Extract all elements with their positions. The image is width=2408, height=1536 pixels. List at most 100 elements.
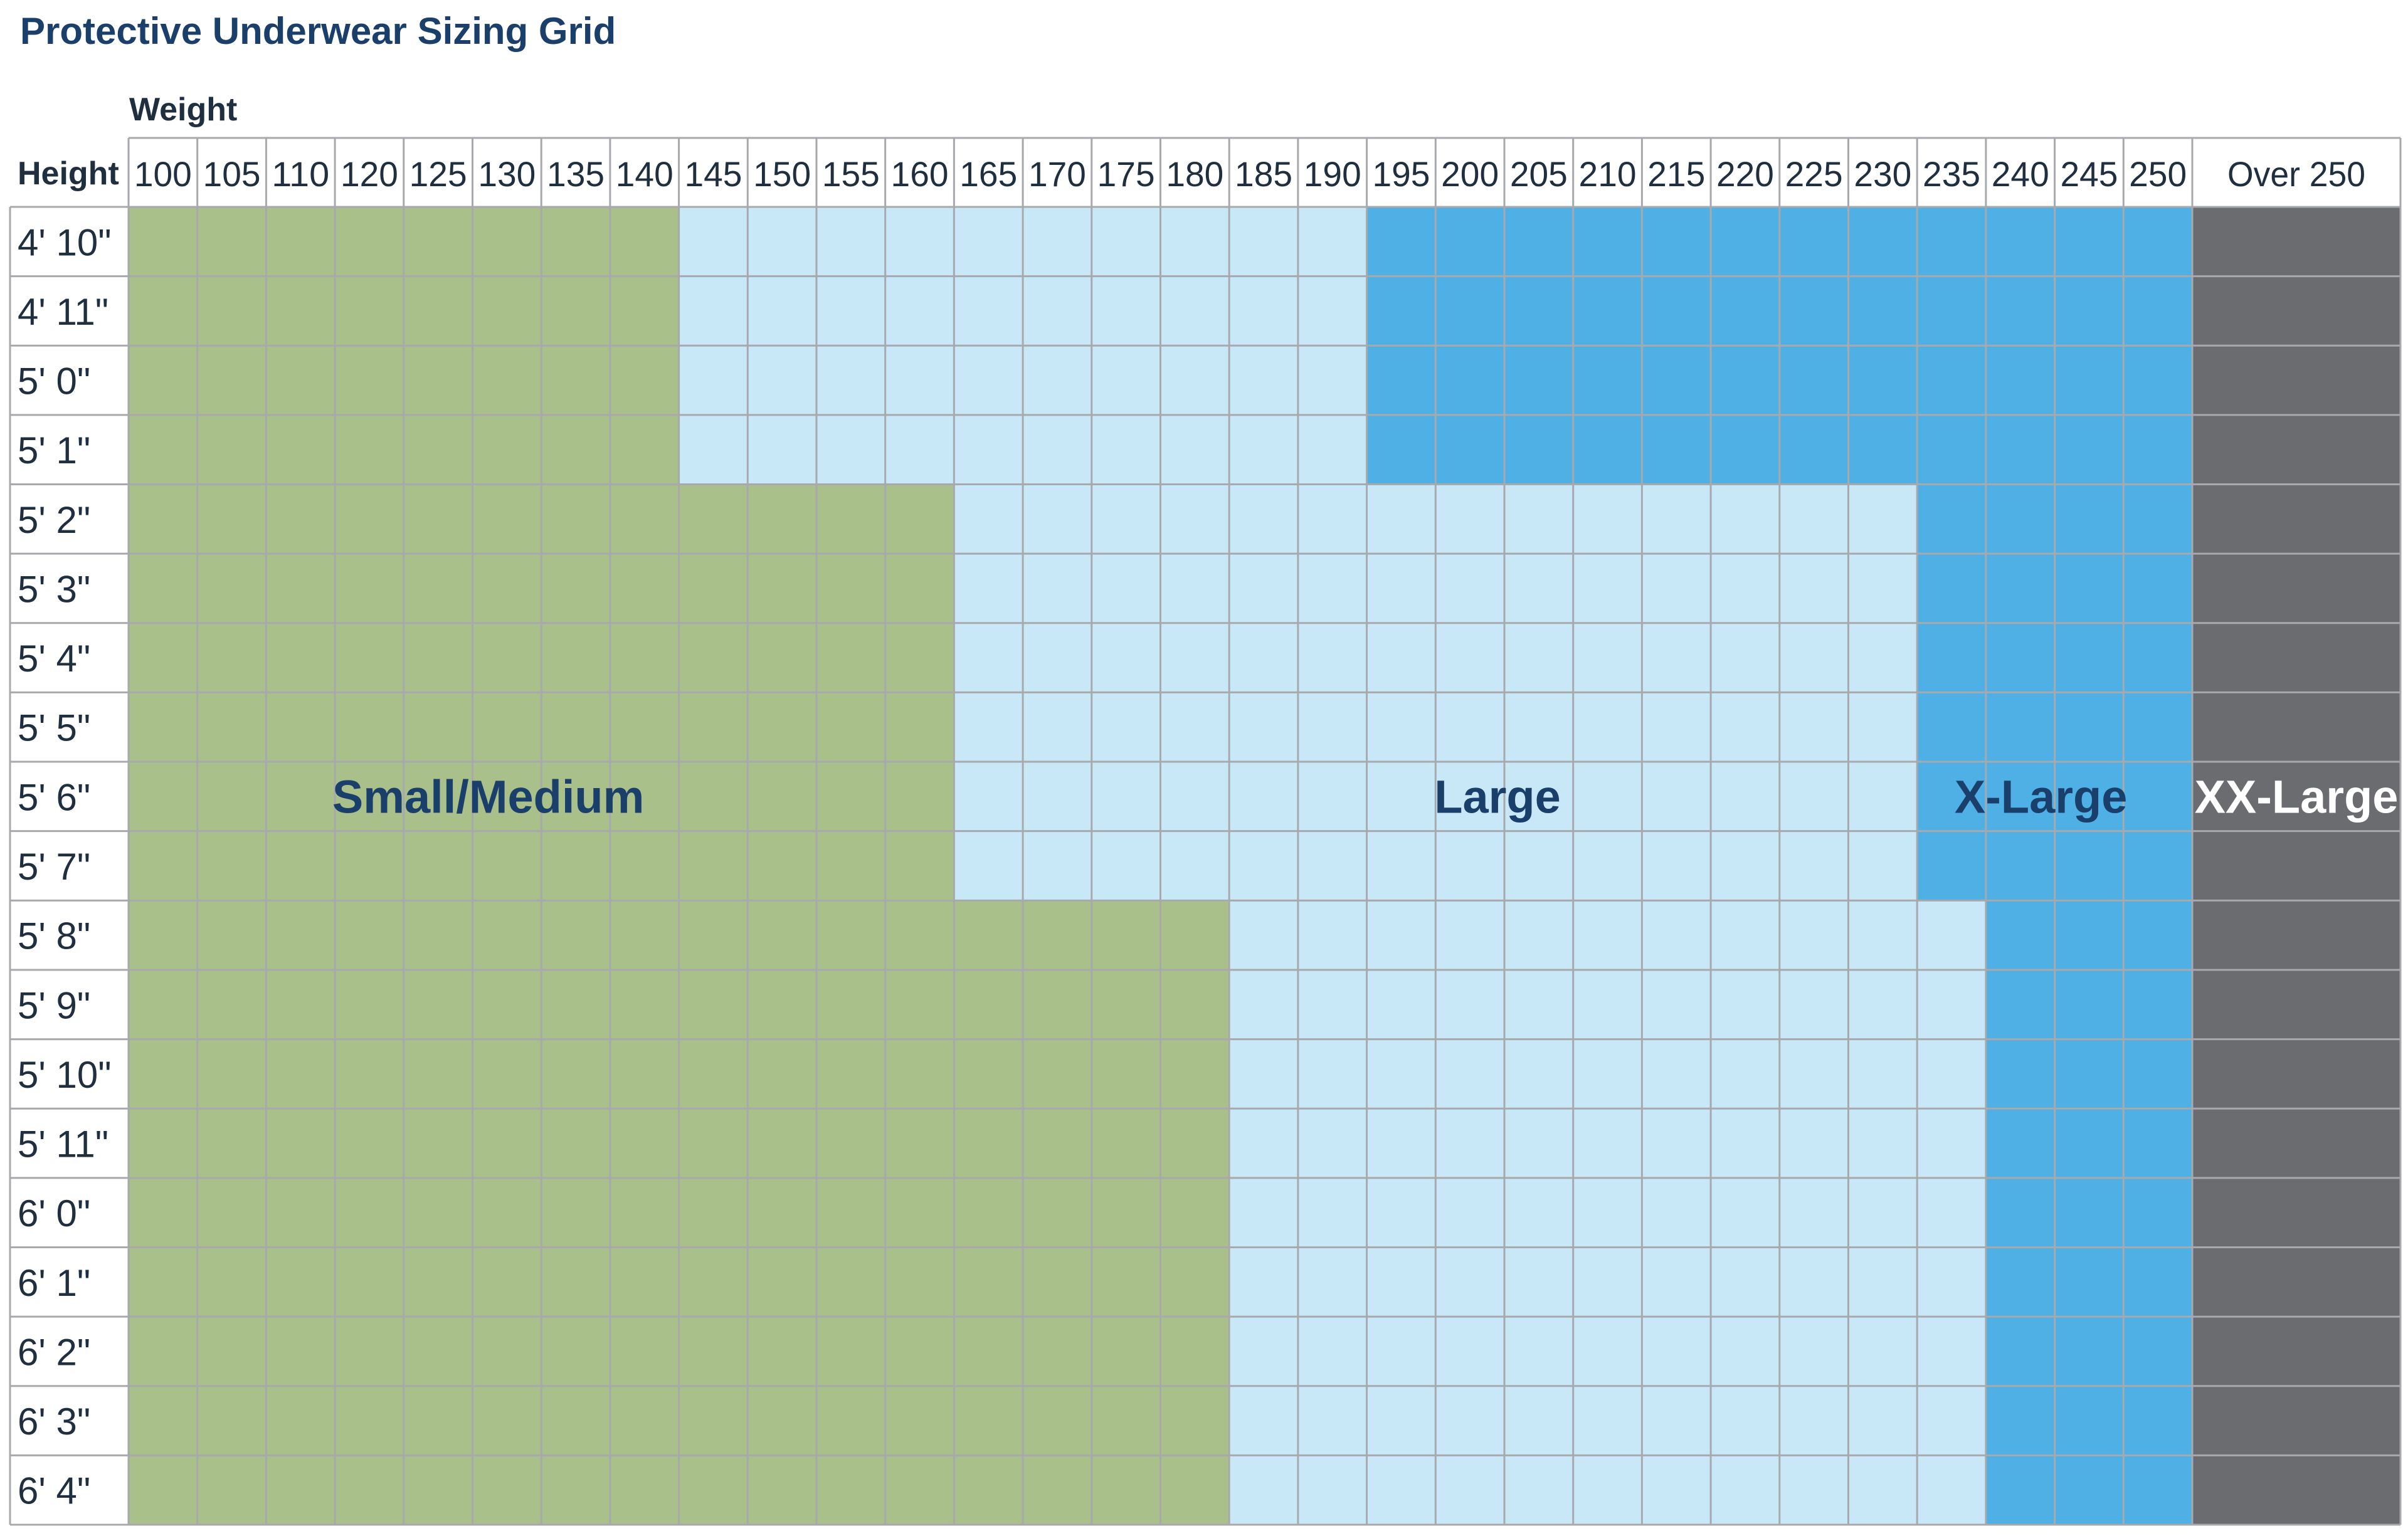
height-axis-label: Height — [18, 155, 119, 192]
height-tick-label: 5' 9" — [18, 984, 90, 1026]
grid-cell — [679, 900, 748, 970]
grid-cell — [1435, 276, 1504, 346]
grid-cell — [610, 692, 679, 762]
size-region-label: Large — [1434, 771, 1561, 823]
grid-cell — [1023, 276, 1092, 346]
weight-tick-label: 170 — [1028, 154, 1086, 194]
grid-cell — [2054, 554, 2124, 623]
grid-cell — [335, 207, 404, 276]
grid-cell — [885, 414, 954, 485]
grid-cell — [403, 1177, 473, 1248]
grid-cell — [610, 1177, 679, 1248]
grid-cell — [1229, 345, 1298, 415]
grid-cell — [1711, 623, 1780, 693]
height-tick-label: 6' 3" — [18, 1401, 90, 1443]
grid-cell — [1160, 484, 1230, 554]
grid-cell — [1917, 1455, 1986, 1525]
grid-cell — [335, 1247, 404, 1317]
grid-cell — [1917, 1177, 1986, 1248]
grid-cell — [472, 969, 542, 1039]
grid-cell — [816, 692, 885, 762]
grid-cell — [335, 1317, 404, 1386]
grid-cell — [1917, 1386, 1986, 1456]
height-tick-label: 6' 4" — [18, 1470, 90, 1512]
grid-cell — [2054, 345, 2124, 415]
grid-cell — [1160, 414, 1230, 485]
grid-cell — [1435, 1386, 1504, 1456]
weight-tick-label: 140 — [616, 154, 673, 194]
grid-cell — [1848, 831, 1918, 901]
grid-cell — [1366, 1247, 1436, 1317]
weight-tick-label: 240 — [1992, 154, 2049, 194]
grid-cell — [1504, 1317, 1573, 1386]
grid-cell — [2123, 414, 2192, 485]
grid-cell — [1091, 554, 1161, 623]
grid-cell — [747, 692, 816, 762]
grid-cell — [1091, 692, 1161, 762]
height-tick-label: 5' 5" — [18, 707, 90, 749]
grid-cell — [1848, 1386, 1918, 1456]
weight-tick-label: 110 — [272, 154, 329, 194]
grid-cell — [2123, 1108, 2192, 1178]
grid-cell — [1229, 969, 1298, 1039]
grid-cell — [1297, 207, 1367, 276]
grid-cell — [1366, 484, 1436, 554]
grid-cell — [2123, 969, 2192, 1039]
grid-cell — [197, 1177, 267, 1248]
grid-cell — [1848, 1108, 1918, 1178]
grid-cell — [1297, 1455, 1367, 1525]
grid-cell — [1779, 1386, 1849, 1456]
weight-tick-label: 245 — [2060, 154, 2118, 194]
grid-cell — [403, 554, 473, 623]
weight-tick-label: 210 — [1579, 154, 1637, 194]
grid-cell — [1366, 692, 1436, 762]
grid-cell — [541, 414, 610, 485]
grid-cell — [747, 484, 816, 554]
grid-cell — [1779, 623, 1849, 693]
grid-cell — [1573, 484, 1642, 554]
grid-cell — [1985, 900, 2055, 970]
height-tick-label: 5' 6" — [18, 776, 90, 818]
grid-cell — [129, 692, 198, 762]
grid-cell — [1435, 1108, 1504, 1178]
grid-cell — [1848, 484, 1918, 554]
grid-cell — [1917, 1247, 1986, 1317]
grid-cell — [1091, 969, 1161, 1039]
grid-cell — [1297, 623, 1367, 693]
grid-cell — [1023, 1455, 1092, 1525]
grid-cell — [1160, 1317, 1230, 1386]
grid-cell — [2192, 484, 2400, 554]
grid-cell — [1573, 969, 1642, 1039]
grid-cell — [472, 1177, 542, 1248]
grid-cell — [197, 762, 267, 831]
grid-cell — [2054, 1317, 2124, 1386]
grid-cell — [2192, 1247, 2400, 1317]
grid-cell — [1711, 969, 1780, 1039]
grid-cell — [472, 554, 542, 623]
grid-cell — [1779, 1108, 1849, 1178]
height-label-column — [10, 207, 129, 1525]
grid-cell — [2054, 207, 2124, 276]
grid-cell — [816, 831, 885, 901]
grid-cell — [610, 1039, 679, 1109]
grid-cell — [266, 692, 335, 762]
grid-cell — [1917, 414, 1986, 485]
grid-cell — [816, 1317, 885, 1386]
grid-cell — [1160, 1108, 1230, 1178]
grid-cell — [129, 1108, 198, 1178]
weight-tick-label: 100 — [134, 154, 192, 194]
grid-cell — [1711, 1177, 1780, 1248]
grid-cell — [1917, 1108, 1986, 1178]
grid-cell — [1711, 276, 1780, 346]
grid-cell — [1573, 1108, 1642, 1178]
grid-cell — [1091, 623, 1161, 693]
grid-cell — [1504, 484, 1573, 554]
grid-cell — [679, 484, 748, 554]
grid-cell — [1985, 1317, 2055, 1386]
grid-cell — [541, 345, 610, 415]
grid-cell — [1504, 692, 1573, 762]
grid-cell — [954, 623, 1023, 693]
grid-cell — [954, 1039, 1023, 1109]
grid-cell — [1091, 1386, 1161, 1456]
weight-tick-label: 145 — [684, 154, 742, 194]
